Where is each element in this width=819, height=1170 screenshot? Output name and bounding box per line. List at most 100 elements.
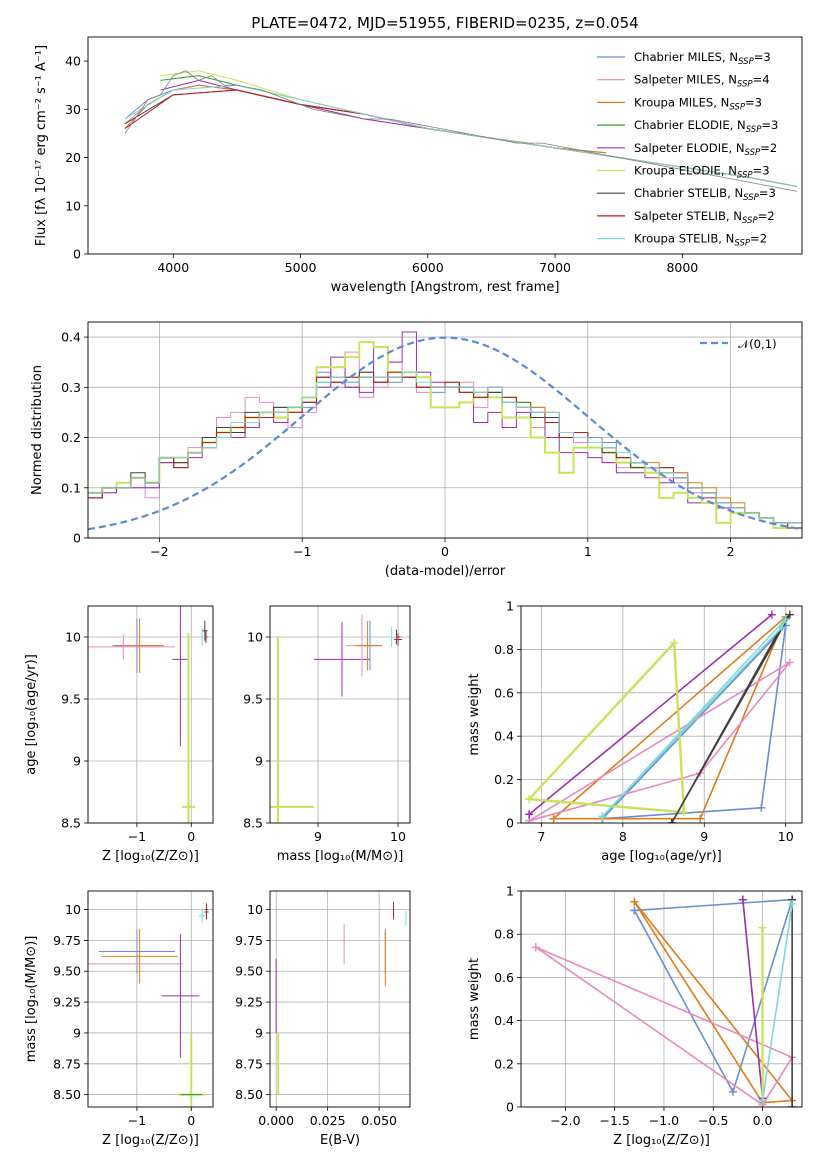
y-axis-label: Normed distribution (30, 365, 45, 495)
x-tick-label: 0 (441, 544, 449, 559)
observed-spectrum-line (124, 70, 797, 192)
y-tick-label: 0.4 (61, 330, 81, 345)
y-tick-label: 0.2 (494, 772, 514, 787)
x-tick-label: 7 (537, 829, 545, 844)
legend-subscript: SSP (745, 148, 761, 158)
mass-weight-marker (767, 610, 776, 619)
legend-subscript: SSP (734, 239, 750, 249)
legend-subscript: SSP (737, 80, 753, 90)
legend-subscript: SSP (737, 171, 753, 181)
y-tick-label: 0.2 (494, 1056, 514, 1071)
mass-weight-marker (630, 906, 639, 915)
y-tick-label: 10 (65, 902, 81, 917)
x-tick-label: −1 (128, 829, 146, 844)
y-tick-label: 0 (73, 247, 81, 262)
legend-entry: Salpeter ELODIE, NSSP=2 (634, 141, 777, 158)
mass-weight-marker (679, 808, 688, 817)
errorbar-plot-area (88, 606, 208, 823)
x-tick-label: 0.000 (258, 1113, 294, 1128)
mass-weight-plot-area (525, 610, 794, 823)
mass-weight-marker (525, 795, 534, 804)
y-tick-label: 0 (73, 531, 81, 546)
histogram-step (88, 371, 802, 524)
y-tick-label: 0.2 (61, 430, 81, 445)
mass-weight-marker (788, 1103, 797, 1107)
x-tick-label: −1.0 (649, 1113, 679, 1128)
mass-weight-line (535, 946, 794, 1106)
y-tick-label: 9.5 (61, 692, 81, 707)
y-tick-label: 9.75 (53, 933, 81, 948)
y-tick-label: 20 (65, 150, 81, 165)
mass-weight-marker (549, 814, 558, 823)
y-axis-label: mass weight (467, 958, 482, 1040)
y-tick-label: 9 (73, 754, 81, 769)
mass-weight-marker (781, 615, 790, 624)
legend-nssp-value: =3 (761, 118, 778, 132)
x-tick-label: 1 (584, 544, 592, 559)
legend-entry: Kroupa ELODIE, NSSP=3 (634, 164, 770, 181)
x-tick-label: −1 (293, 544, 311, 559)
y-tick-label: 0.8 (494, 927, 514, 942)
x-tick-label: 6000 (412, 260, 444, 275)
y-tick-label: 10 (247, 630, 263, 645)
mass-weight-marker (531, 943, 540, 952)
spectrum-plot-area (124, 70, 798, 192)
x-axis-label: wavelength [Angstrom, rest frame] (331, 280, 560, 295)
y-tick-label: 0.3 (61, 380, 81, 395)
legend-entry: Kroupa STELIB, NSSP=2 (634, 232, 767, 249)
axes-frame (269, 605, 411, 824)
y-tick-label: 40 (65, 54, 81, 69)
mass-weight-marker (525, 810, 534, 819)
mass-weight-marker (667, 819, 676, 823)
mass-weight-line (761, 903, 793, 1101)
x-tick-label: 0 (187, 829, 195, 844)
x-tick-label: 0.0 (753, 1113, 773, 1128)
legend-entry: Salpeter MILES, NSSP=4 (634, 73, 770, 90)
y-tick-label: 8.5 (61, 816, 81, 831)
mass-weight-marker (630, 897, 639, 906)
x-axis-label: Z [log₁₀(Z/Z⊙)] (102, 849, 199, 864)
mass-weight-marker (670, 638, 679, 647)
y-tick-label: 10 (65, 630, 81, 645)
x-tick-label: 0 (187, 1113, 195, 1128)
y-tick-label: 0.6 (494, 970, 514, 985)
mass-weight-marker (777, 623, 786, 632)
mass-weight-marker (757, 803, 766, 812)
x-axis-label: (data-model)/error (385, 564, 506, 579)
mass-weight-marker (788, 899, 797, 908)
mass-weight-line (528, 614, 773, 815)
x-tick-label: 9 (314, 829, 322, 844)
y-tick-label: 0.4 (494, 729, 514, 744)
mass-weight-marker (758, 1096, 767, 1105)
mass-weight-line (553, 616, 787, 820)
y-axis-label: mass weight (467, 673, 482, 755)
y-tick-label: 10 (247, 902, 263, 917)
legend-nssp-value: =3 (745, 95, 762, 109)
mass-weight-line (670, 614, 791, 823)
x-tick-label: 8000 (666, 260, 698, 275)
y-tick-label: 8.50 (235, 1087, 263, 1102)
x-tick-label: 7000 (539, 260, 571, 275)
y-axis-label: Flux [fλ 10⁻¹⁷ erg cm⁻² s⁻¹ A⁻¹] (34, 45, 49, 246)
legend-nssp-value: =3 (753, 164, 770, 178)
y-tick-label: 8.75 (235, 1056, 263, 1071)
legend-entry: Chabrier MILES, NSSP=3 (634, 50, 771, 67)
x-tick-label: 10 (390, 829, 406, 844)
x-tick-label: 2 (727, 544, 735, 559)
legend-entry: Chabrier STELIB, NSSP=3 (634, 186, 776, 203)
legend-nssp-value: =2 (760, 141, 777, 155)
model-spectrum-line (160, 70, 530, 144)
x-tick-label: −1 (128, 1113, 146, 1128)
y-tick-label: 9.25 (235, 995, 263, 1010)
x-tick-label: 4000 (157, 260, 189, 275)
y-tick-label: 10 (65, 198, 81, 213)
x-tick-label: 5000 (285, 260, 317, 275)
legend-subscript: SSP (738, 57, 754, 67)
axes-frame (87, 605, 214, 824)
y-tick-label: 0 (506, 816, 514, 831)
mass-weight-plot-area (531, 895, 797, 1107)
legend-subscript: SSP (729, 102, 745, 112)
legend-nssp-value: =3 (759, 186, 776, 200)
y-tick-label: 9.25 (53, 995, 81, 1010)
mass-weight-marker (758, 923, 767, 932)
